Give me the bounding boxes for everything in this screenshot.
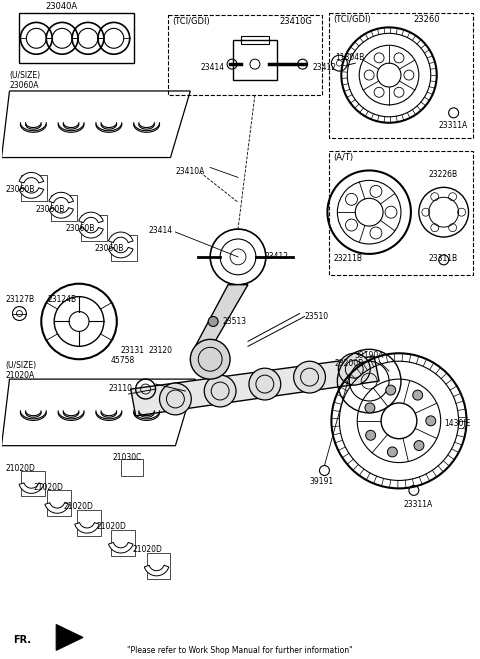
Text: FR.: FR. xyxy=(13,635,32,645)
Polygon shape xyxy=(45,503,70,513)
Text: 45758: 45758 xyxy=(111,357,135,365)
Polygon shape xyxy=(108,247,133,258)
Text: 23040A: 23040A xyxy=(45,3,77,11)
Text: 23311A: 23311A xyxy=(404,500,433,509)
Polygon shape xyxy=(108,232,133,243)
Text: 23124B: 23124B xyxy=(47,295,76,304)
Text: 21020D: 21020D xyxy=(33,484,63,492)
Circle shape xyxy=(426,416,436,426)
Bar xyxy=(329,151,473,275)
Polygon shape xyxy=(79,212,103,223)
Bar xyxy=(111,530,135,556)
Circle shape xyxy=(414,441,424,451)
Bar xyxy=(233,40,277,80)
Bar xyxy=(111,235,137,261)
Text: 23131: 23131 xyxy=(121,347,145,355)
Text: 23311A: 23311A xyxy=(439,121,468,130)
Circle shape xyxy=(249,368,281,400)
Bar xyxy=(241,36,269,44)
Text: 21020D: 21020D xyxy=(63,502,93,511)
Text: 23414: 23414 xyxy=(149,226,173,235)
Text: (A/T): (A/T) xyxy=(334,153,354,161)
Text: 21030C: 21030C xyxy=(113,453,142,462)
Bar xyxy=(121,459,143,476)
Text: "Please refer to Work Shop Manual for further information": "Please refer to Work Shop Manual for fu… xyxy=(127,646,353,656)
Bar xyxy=(19,13,134,63)
Bar xyxy=(146,553,170,579)
Circle shape xyxy=(365,403,375,413)
Polygon shape xyxy=(19,188,44,198)
Text: 11304B: 11304B xyxy=(336,53,365,62)
Text: 23127B: 23127B xyxy=(5,295,35,304)
Circle shape xyxy=(210,229,266,285)
Text: 21020A: 21020A xyxy=(5,371,35,380)
Circle shape xyxy=(338,353,370,385)
Text: 23226B: 23226B xyxy=(429,171,458,179)
Circle shape xyxy=(204,375,236,407)
Bar xyxy=(47,490,71,516)
Text: 23410A: 23410A xyxy=(175,167,205,177)
Text: 23120: 23120 xyxy=(149,347,173,355)
Bar xyxy=(81,215,107,241)
Polygon shape xyxy=(56,625,83,650)
Text: 23200B: 23200B xyxy=(335,359,364,368)
Text: 23060B: 23060B xyxy=(36,205,65,214)
Circle shape xyxy=(159,383,192,415)
Bar xyxy=(329,13,473,138)
Text: 23060B: 23060B xyxy=(65,224,95,233)
Bar xyxy=(77,510,101,536)
Text: 21020D: 21020D xyxy=(5,463,36,473)
Text: 23060A: 23060A xyxy=(10,81,39,90)
Polygon shape xyxy=(195,285,248,347)
Text: (U/SIZE): (U/SIZE) xyxy=(10,71,41,80)
Polygon shape xyxy=(49,208,73,218)
Text: 21020D: 21020D xyxy=(132,545,163,554)
Text: 21020D: 21020D xyxy=(97,522,127,531)
Circle shape xyxy=(366,430,376,440)
Polygon shape xyxy=(131,357,379,416)
Text: 23060B: 23060B xyxy=(95,244,124,253)
Polygon shape xyxy=(75,523,99,533)
Text: (U/SIZE): (U/SIZE) xyxy=(5,361,36,370)
Polygon shape xyxy=(49,192,73,203)
Bar xyxy=(51,195,77,221)
Circle shape xyxy=(294,361,325,393)
Polygon shape xyxy=(19,173,44,183)
Text: 23110: 23110 xyxy=(109,384,133,393)
Polygon shape xyxy=(108,542,133,553)
Circle shape xyxy=(386,385,396,395)
Circle shape xyxy=(208,316,218,326)
Text: 23412: 23412 xyxy=(312,63,336,72)
Text: 23311B: 23311B xyxy=(429,254,458,263)
Text: 23260: 23260 xyxy=(414,15,440,24)
Text: 23513: 23513 xyxy=(222,316,246,326)
Text: 23510: 23510 xyxy=(305,312,329,320)
Text: 23211B: 23211B xyxy=(334,254,362,263)
Text: 23414: 23414 xyxy=(200,63,224,72)
Bar xyxy=(22,175,47,201)
Text: 23060B: 23060B xyxy=(5,185,35,194)
Circle shape xyxy=(413,390,422,400)
Bar xyxy=(22,471,45,496)
Text: 39190A: 39190A xyxy=(354,351,384,360)
Text: (TCI/GDI): (TCI/GDI) xyxy=(172,17,210,26)
Text: 39191: 39191 xyxy=(310,478,334,486)
Circle shape xyxy=(191,339,230,379)
Polygon shape xyxy=(79,227,103,238)
Text: 1430JE: 1430JE xyxy=(444,419,471,428)
Polygon shape xyxy=(144,565,169,576)
Text: 23410G: 23410G xyxy=(280,17,312,26)
Circle shape xyxy=(387,447,397,457)
Text: 23412: 23412 xyxy=(265,252,289,261)
Text: (TCI/GDI): (TCI/GDI) xyxy=(334,15,371,24)
Bar xyxy=(168,15,323,95)
Polygon shape xyxy=(19,483,44,494)
